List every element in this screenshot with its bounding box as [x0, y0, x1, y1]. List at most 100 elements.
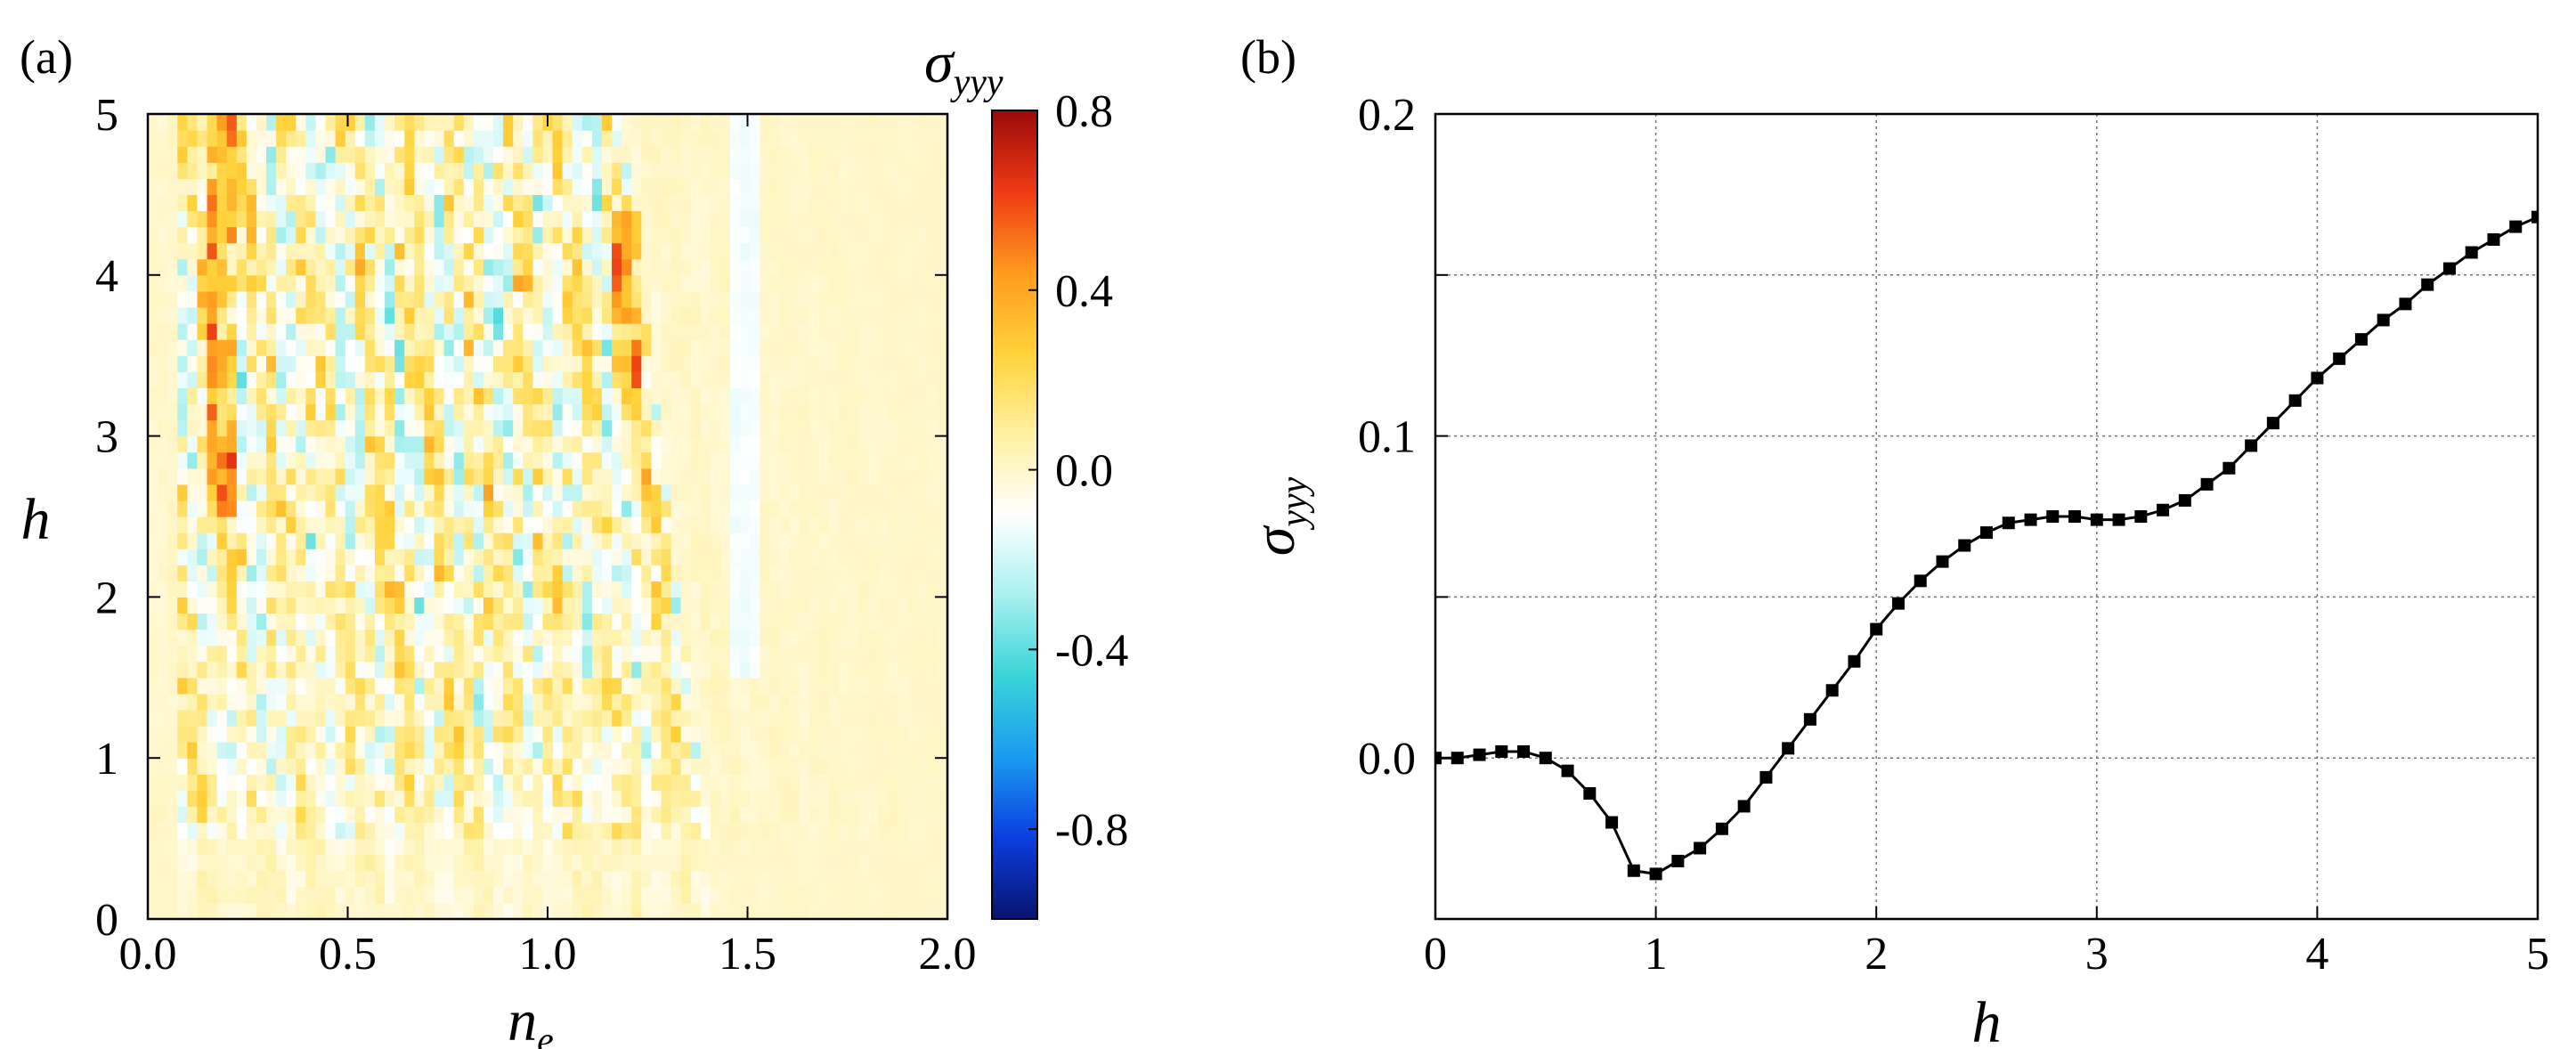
line-plot-data-point [1782, 742, 1795, 755]
heatmap-cell [750, 549, 760, 565]
heatmap-cell [898, 886, 909, 904]
heatmap-cell [394, 533, 405, 549]
heatmap-cell [799, 613, 810, 630]
heatmap-cell [385, 403, 395, 421]
heatmap-cell [345, 886, 356, 904]
heatmap-cell [591, 146, 603, 163]
heatmap-cell [651, 323, 662, 340]
heatmap-cell [374, 629, 386, 646]
heatmap-cell [532, 500, 544, 517]
heatmap-cell [167, 194, 178, 212]
heatmap-cell [503, 613, 514, 630]
heatmap-cell [493, 533, 504, 549]
heatmap-cell [612, 709, 622, 727]
heatmap-cell [858, 419, 869, 437]
heatmap-cell [187, 854, 199, 872]
heatmap-cell [888, 130, 899, 147]
line-plot-data-point [1605, 816, 1619, 829]
heatmap-cell [325, 516, 337, 533]
heatmap-cell [207, 323, 218, 340]
heatmap-cell [532, 484, 544, 501]
heatmap-cell [394, 806, 405, 824]
heatmap-cell [670, 709, 682, 727]
heatmap-cell [710, 645, 721, 663]
heatmap-cell [246, 371, 257, 388]
heatmap-cell [670, 581, 682, 598]
heatmap-cell [651, 758, 662, 775]
heatmap-cell [483, 484, 494, 501]
heatmap-cell [799, 306, 810, 324]
heatmap-cell [374, 274, 386, 292]
heatmap-cell [158, 226, 168, 244]
heatmap-cell [740, 130, 751, 147]
heatmap-cell [917, 435, 929, 453]
heatmap-cell [750, 870, 760, 888]
heatmap-cell [799, 258, 810, 276]
heatmap-cell [286, 677, 297, 695]
heatmap-cell [296, 178, 306, 195]
heatmap-cell [532, 516, 544, 533]
heatmap-cell [690, 838, 702, 856]
heatmap-cell [799, 435, 810, 453]
heatmap-cell [651, 162, 662, 179]
heatmap-cell [256, 130, 267, 147]
heatmap-cell [542, 178, 554, 195]
heatmap-cell [443, 709, 455, 727]
heatmap-cell [809, 709, 820, 727]
heatmap-cell [849, 533, 859, 549]
heatmap-cell [443, 806, 455, 824]
heatmap-cell [296, 306, 306, 324]
heatmap-cell [187, 371, 199, 388]
heatmap-cell [335, 533, 346, 549]
heatmap-cell [493, 870, 504, 888]
heatmap-cell [591, 274, 603, 292]
heatmap-cell [385, 435, 395, 453]
heatmap-cell [256, 274, 267, 292]
heatmap-cell [888, 742, 899, 759]
heatmap-cell [760, 419, 771, 437]
heatmap-cell [177, 854, 188, 872]
heatmap-cell [552, 468, 564, 485]
heatmap-cell [256, 902, 267, 920]
heatmap-cell [622, 645, 632, 663]
heatmap-cell [690, 194, 702, 212]
heatmap-cell [700, 468, 711, 485]
heatmap-cell [148, 597, 158, 614]
heatmap-cell [789, 902, 800, 920]
heatmap-cell [523, 677, 533, 695]
heatmap-cell [158, 806, 168, 824]
heatmap-cell [276, 355, 287, 372]
heatmap-cell [197, 806, 208, 824]
heatmap-cell [779, 870, 791, 888]
heatmap-cell [354, 435, 366, 453]
heatmap-cell [700, 806, 711, 824]
heatmap-cell [769, 500, 781, 517]
heatmap-cell [394, 194, 405, 212]
heatmap-cell [148, 419, 158, 437]
heatmap-cell [710, 613, 721, 630]
heatmap-cell [670, 130, 682, 147]
heatmap-cell [167, 533, 178, 549]
heatmap-cell [354, 468, 366, 485]
heatmap-cell [878, 371, 890, 388]
heatmap-cell [305, 114, 317, 131]
heatmap-cell [414, 339, 426, 356]
heatmap-cell [591, 130, 603, 147]
heatmap-cell [266, 677, 277, 695]
heatmap-cell [434, 709, 445, 727]
heatmap-cell [187, 645, 199, 663]
heatmap-cell [286, 162, 297, 179]
heatmap-cell [453, 306, 465, 324]
heatmap-cell [503, 645, 514, 663]
heatmap-cell [483, 146, 494, 163]
heatmap-cell [158, 677, 168, 695]
heatmap-cell [849, 339, 859, 356]
heatmap-cell [622, 451, 632, 469]
heatmap-cell [740, 645, 751, 663]
heatmap-cell [809, 742, 820, 759]
heatmap-cell [878, 645, 890, 663]
heatmap-cell [276, 114, 287, 131]
heatmap-cell [651, 886, 662, 904]
heatmap-cell [888, 274, 899, 292]
heatmap-cell [839, 451, 849, 469]
